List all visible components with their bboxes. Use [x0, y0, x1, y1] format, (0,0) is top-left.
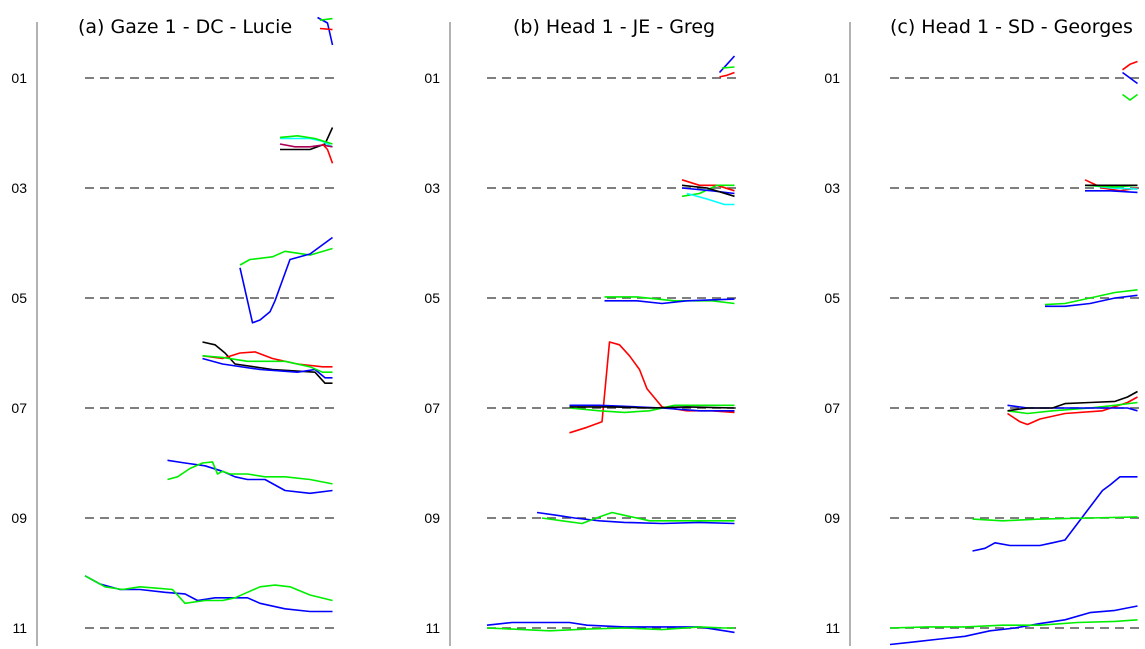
y-tick-label: 11 — [425, 620, 440, 636]
y-tick-label: 07 — [424, 400, 440, 416]
series-line-green — [202, 355, 333, 374]
y-tick-label: 03 — [424, 180, 440, 196]
series-line-green — [1122, 93, 1138, 101]
series-line-blue — [718, 55, 736, 74]
series-line-blue — [239, 236, 333, 324]
chart-panel-head-georges: (c) Head 1 - SD - Georges 01 03 05 07 09 11 — [824, 16, 1140, 646]
series-line-blue — [202, 357, 333, 379]
y-tick-label: 11 — [825, 620, 840, 636]
series-line-red — [321, 143, 334, 164]
series-line-green — [972, 516, 1138, 522]
y-tick-label: 09 — [424, 510, 440, 526]
y-tick-label: 01 — [824, 70, 840, 86]
series-line-red — [569, 341, 735, 434]
series-line-blue — [972, 475, 1138, 552]
series-line-green — [84, 575, 333, 605]
series-line-cyan — [686, 192, 735, 206]
series-line-blue — [1085, 190, 1138, 194]
y-tick-label: 03 — [11, 180, 27, 196]
series-line-blue — [536, 511, 735, 525]
chart-title: (c) Head 1 - SD - Georges — [890, 16, 1133, 38]
series-line-blue — [889, 605, 1138, 646]
series-line-blue — [1122, 71, 1138, 85]
y-tick-label: 05 — [824, 290, 840, 306]
series-line-red — [719, 71, 735, 78]
series-line-blue — [486, 621, 735, 634]
series-line-black — [569, 406, 735, 409]
chart-panel-gaze-lucie: (a) Gaze 1 - DC - Lucie 01 03 05 07 09 11 — [11, 16, 335, 646]
series-line-red — [1122, 60, 1138, 71]
chart-title: (a) Gaze 1 - DC - Lucie — [78, 16, 292, 38]
series-line-red — [681, 179, 735, 192]
chart-panel-head-greg: (b) Head 1 - JE - Greg 01 03 05 07 09 11 — [424, 16, 737, 646]
chart-title: (b) Head 1 - JE - Greg — [513, 16, 715, 38]
series-line-green — [319, 17, 333, 21]
series-line-green — [541, 511, 735, 525]
y-tick-label: 07 — [824, 400, 840, 416]
series-line-green — [1044, 289, 1138, 306]
y-tick-label: 09 — [11, 510, 27, 526]
series-line-green — [721, 66, 735, 69]
series-line-green — [604, 296, 735, 305]
y-tick-label: 03 — [824, 180, 840, 196]
series-line-black — [681, 184, 735, 198]
y-tick-label: 07 — [11, 400, 27, 416]
series-line-green — [239, 247, 333, 266]
series-line-red — [319, 27, 333, 31]
y-tick-label: 11 — [12, 620, 27, 636]
y-tick-label: 05 — [11, 290, 27, 306]
y-tick-label: 01 — [424, 70, 440, 86]
series-line-blue — [604, 298, 735, 305]
y-tick-label: 05 — [424, 290, 440, 306]
series-line-green — [279, 135, 333, 145]
series-line-blue — [1045, 294, 1138, 308]
series-line-green — [167, 461, 333, 485]
series-line-blue — [167, 459, 333, 495]
series-line-green — [486, 626, 735, 632]
series-line-blue — [84, 575, 333, 613]
series-line-black — [1007, 390, 1138, 412]
y-tick-label: 09 — [824, 510, 840, 526]
series-line-blue — [681, 187, 735, 195]
series-line-magenta — [279, 143, 333, 148]
series-line-green — [889, 619, 1138, 629]
series-line-black — [202, 341, 333, 385]
series-line-blue — [317, 16, 334, 46]
series-line-green — [569, 404, 735, 414]
series-line-green — [1007, 401, 1138, 415]
y-tick-label: 01 — [11, 70, 27, 86]
series-line-blue — [1007, 404, 1138, 412]
series-line-black — [280, 127, 334, 151]
